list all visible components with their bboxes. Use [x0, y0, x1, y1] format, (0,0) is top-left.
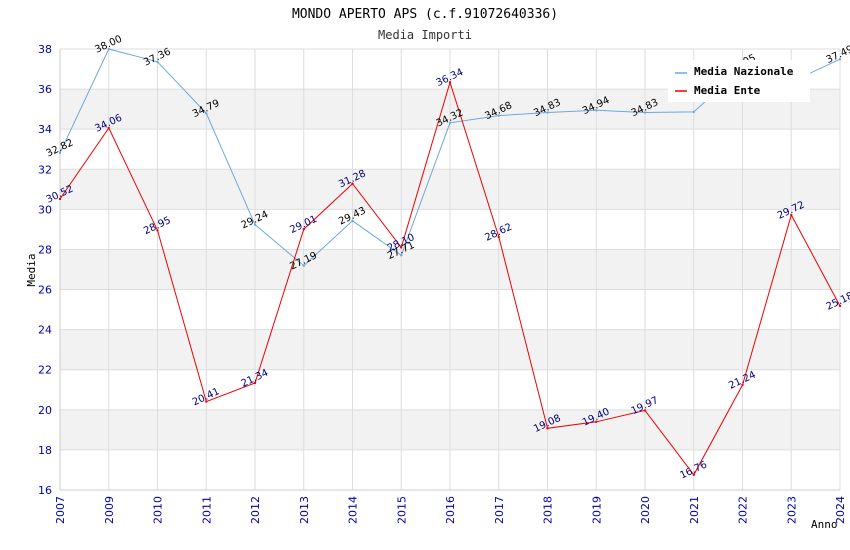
x-tick-label: 2012	[249, 496, 262, 524]
grid-lines	[59, 48, 841, 491]
data-point	[302, 228, 305, 231]
y-tick-label: 16	[38, 484, 52, 497]
x-axis-ticks: 2007 2009 2010 2011 2012 2013 2014 2015 2016 2017…	[54, 496, 847, 524]
x-tick-label: 2021	[688, 496, 701, 524]
data-point	[643, 409, 647, 412]
data-label: 25.18	[825, 291, 850, 313]
data-point	[448, 121, 452, 124]
y-tick-label: 26	[38, 284, 52, 297]
data-point	[253, 223, 257, 226]
y-tick-label: 22	[38, 364, 52, 377]
y-tick-label: 32	[38, 163, 52, 176]
x-tick-label: 2013	[298, 496, 311, 524]
x-tick-label: 2015	[395, 496, 408, 524]
data-point	[156, 229, 159, 232]
data-point	[205, 400, 208, 403]
x-tick-label: 2009	[103, 496, 116, 524]
x-tick-label: 2007	[54, 496, 67, 524]
data-point	[692, 110, 695, 114]
data-point	[790, 213, 793, 217]
data-point	[497, 235, 500, 239]
data-point	[205, 112, 208, 115]
legend-label-nazionale: Media Nazionale	[694, 65, 794, 78]
y-tick-label: 24	[38, 324, 52, 337]
chart-title: MONDO APERTO APS (c.f.91072640336)	[292, 7, 558, 22]
y-tick-label: 20	[38, 404, 52, 417]
data-point	[595, 420, 598, 424]
data-point	[400, 246, 403, 249]
data-point	[448, 81, 452, 84]
x-tick-label: 2014	[347, 496, 360, 524]
y-tick-label: 36	[38, 83, 52, 96]
data-point	[253, 381, 257, 385]
data-point	[107, 47, 110, 51]
data-point	[838, 58, 842, 61]
y-axis-ticks: 16 18 20 22 24 26 28 30 32 34 36 38	[38, 43, 52, 497]
x-tick-label: 2022	[737, 496, 750, 524]
data-point	[351, 182, 354, 185]
legend: Media Nazionale Media Ente	[668, 60, 810, 102]
y-tick-label: 38	[38, 43, 52, 56]
x-tick-label: 2018	[542, 496, 555, 524]
y-tick-label: 18	[38, 444, 52, 457]
data-label: 37.49	[825, 44, 850, 66]
chart-subtitle: Media Importi	[378, 28, 472, 42]
data-point	[595, 109, 598, 112]
data-point	[838, 304, 842, 308]
legend-label-ente: Media Ente	[694, 84, 761, 97]
x-tick-label: 2023	[785, 496, 798, 524]
x-tick-label: 2011	[200, 496, 213, 524]
x-tick-label: 2019	[590, 496, 603, 524]
data-point	[692, 473, 695, 476]
data-point	[546, 111, 549, 114]
x-tick-label: 2016	[444, 496, 457, 524]
data-point	[741, 383, 744, 387]
data-point	[156, 60, 159, 64]
y-tick-label: 28	[38, 243, 52, 256]
data-point	[302, 264, 305, 267]
data-point	[107, 126, 110, 130]
data-point	[58, 197, 62, 201]
data-point	[351, 219, 354, 222]
y-axis-label: Media	[25, 253, 38, 286]
legend-box	[668, 60, 810, 102]
x-axis-label: Anno	[811, 518, 838, 531]
y-tick-label: 34	[38, 123, 52, 136]
data-point	[546, 427, 549, 430]
x-tick-label: 2020	[639, 496, 652, 524]
data-point	[400, 254, 403, 257]
data-point	[497, 114, 500, 117]
y-tick-label: 30	[38, 203, 52, 216]
x-tick-label: 2017	[493, 496, 506, 524]
data-point	[58, 151, 62, 155]
x-tick-label: 2024	[834, 496, 847, 524]
data-point	[643, 111, 647, 114]
x-tick-label: 2010	[152, 496, 165, 524]
